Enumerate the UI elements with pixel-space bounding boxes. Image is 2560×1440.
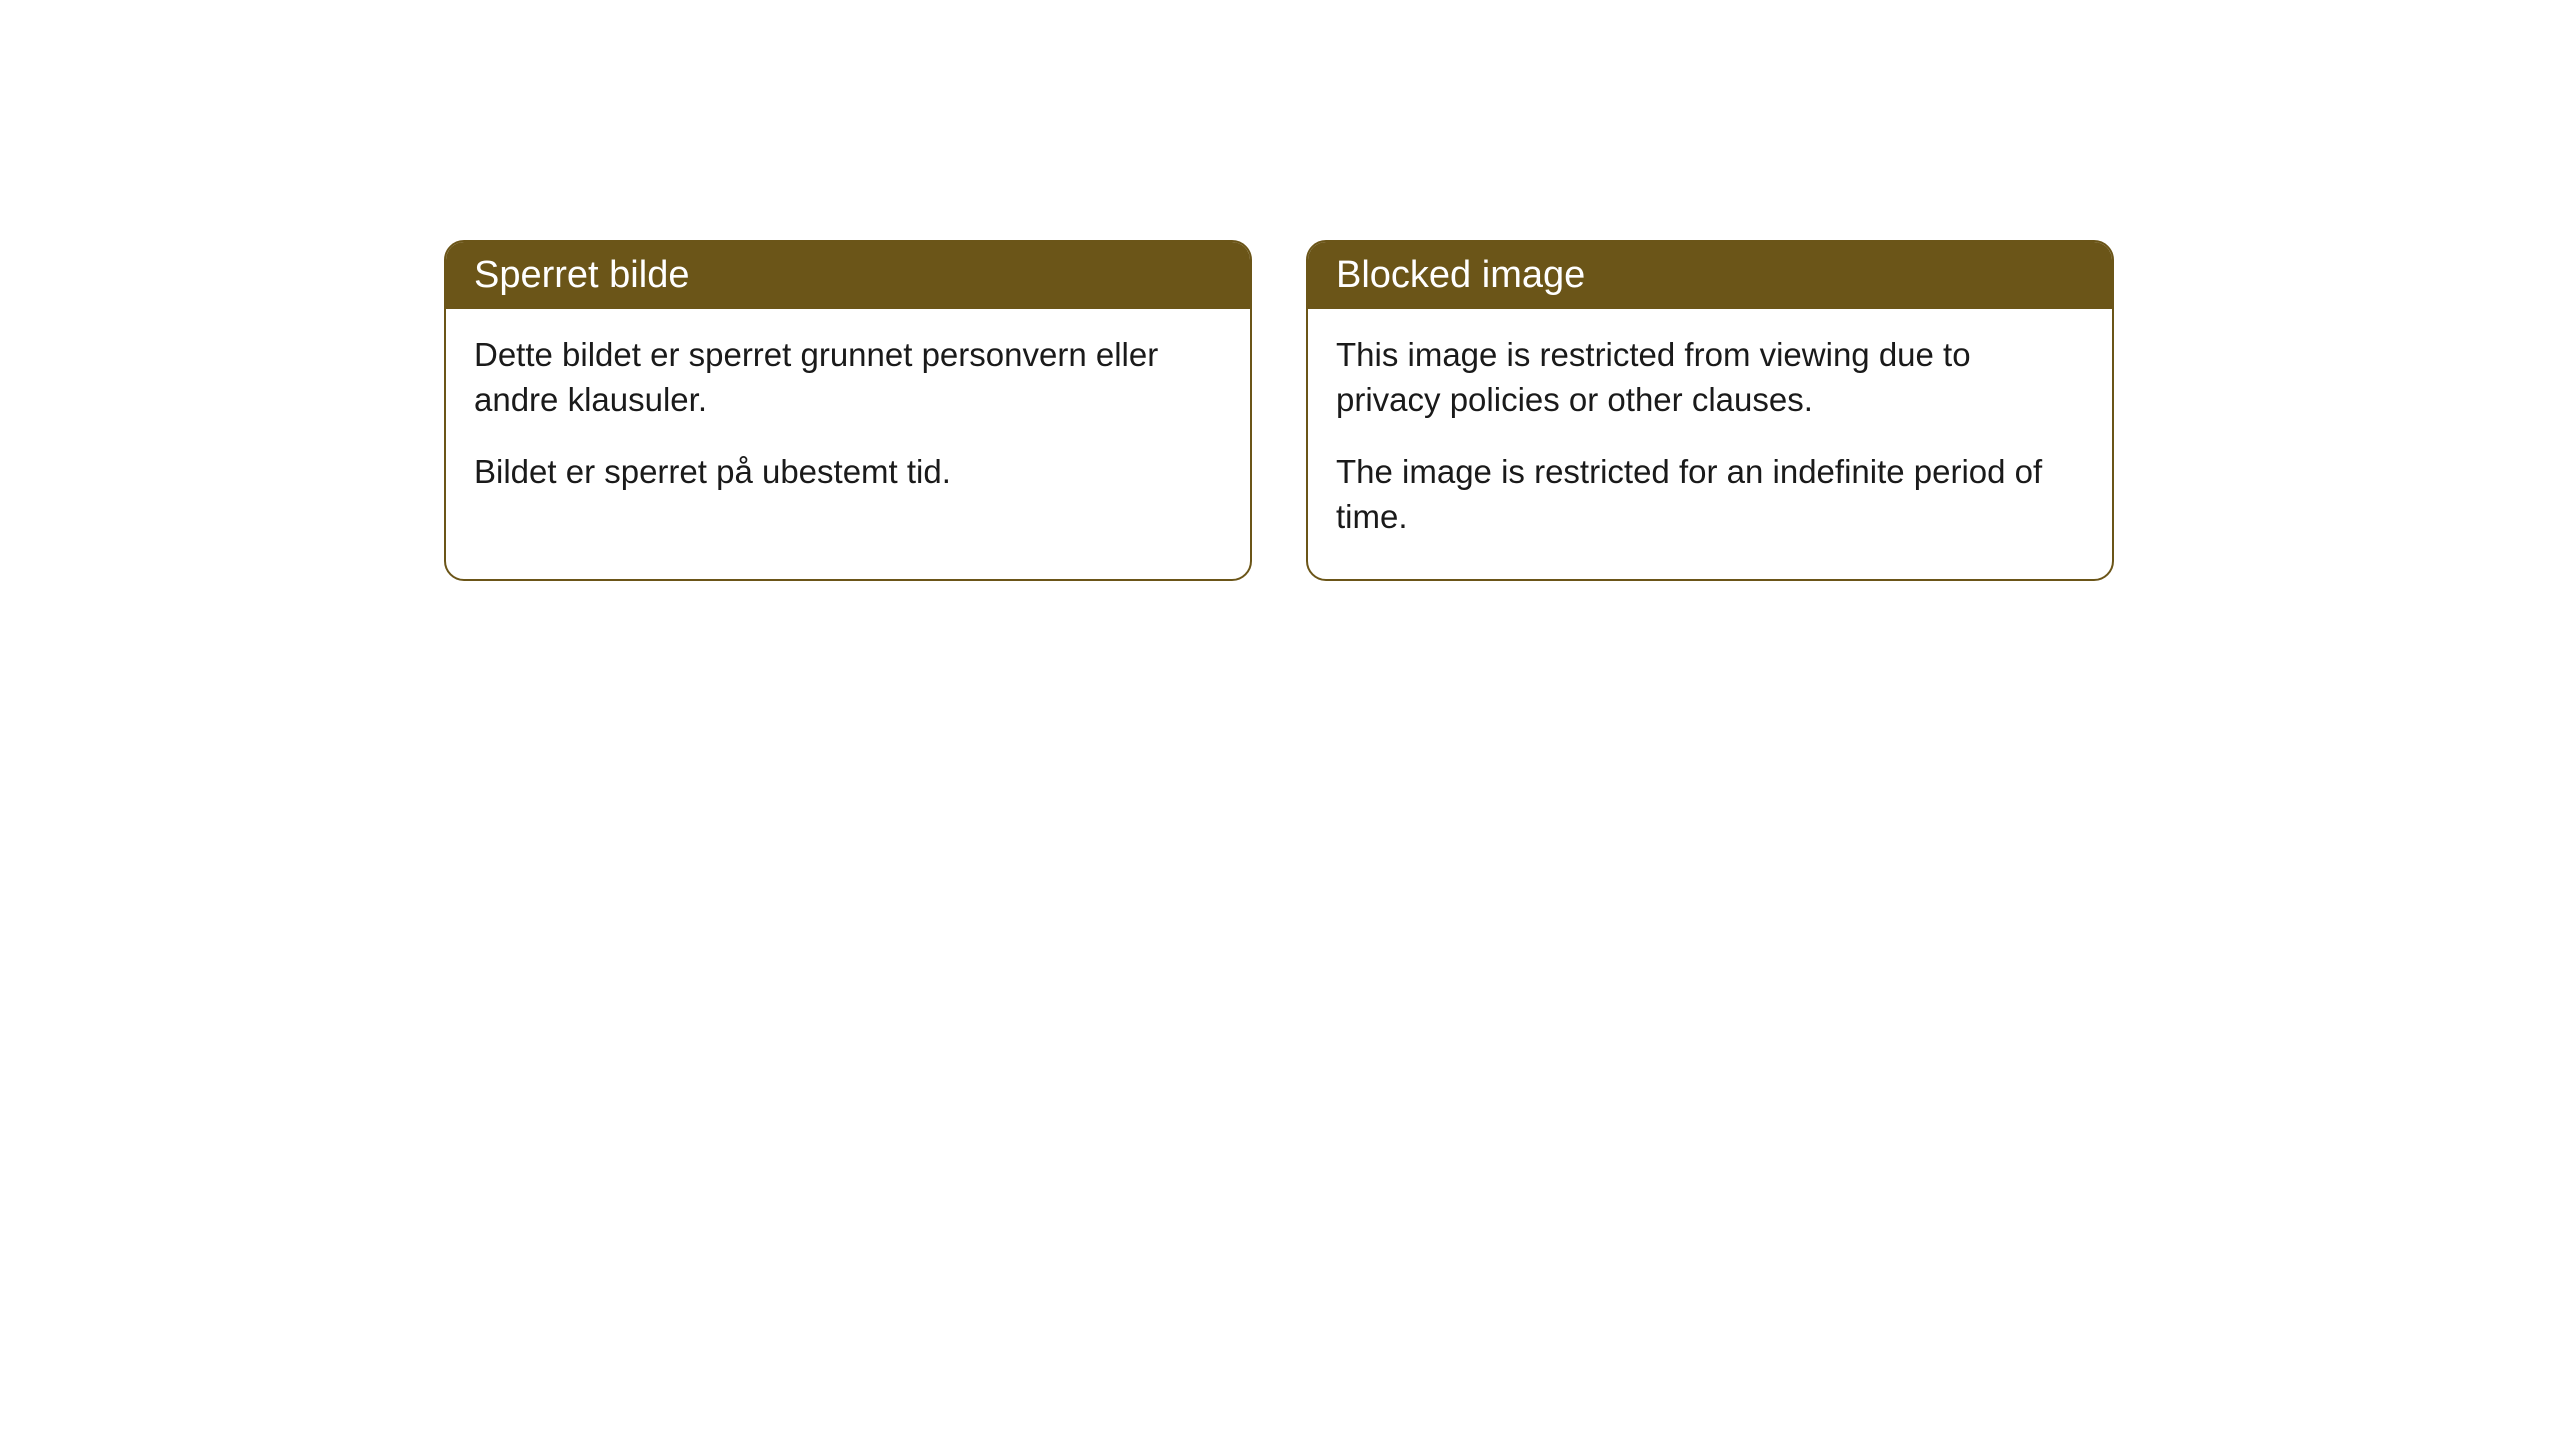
blocked-image-card-english: Blocked image This image is restricted f… (1306, 240, 2114, 581)
blocked-image-card-norwegian: Sperret bilde Dette bildet er sperret gr… (444, 240, 1252, 581)
card-body-norwegian: Dette bildet er sperret grunnet personve… (446, 309, 1250, 535)
card-title: Blocked image (1336, 254, 1585, 296)
card-paragraph: Bildet er sperret på ubestemt tid. (474, 450, 1222, 495)
card-paragraph: This image is restricted from viewing du… (1336, 333, 2084, 422)
card-body-english: This image is restricted from viewing du… (1308, 309, 2112, 579)
card-paragraph: The image is restricted for an indefinit… (1336, 450, 2084, 539)
card-header-norwegian: Sperret bilde (446, 242, 1250, 309)
card-header-english: Blocked image (1308, 242, 2112, 309)
card-paragraph: Dette bildet er sperret grunnet personve… (474, 333, 1222, 422)
card-title: Sperret bilde (474, 254, 689, 296)
notice-cards-container: Sperret bilde Dette bildet er sperret gr… (0, 0, 2560, 581)
